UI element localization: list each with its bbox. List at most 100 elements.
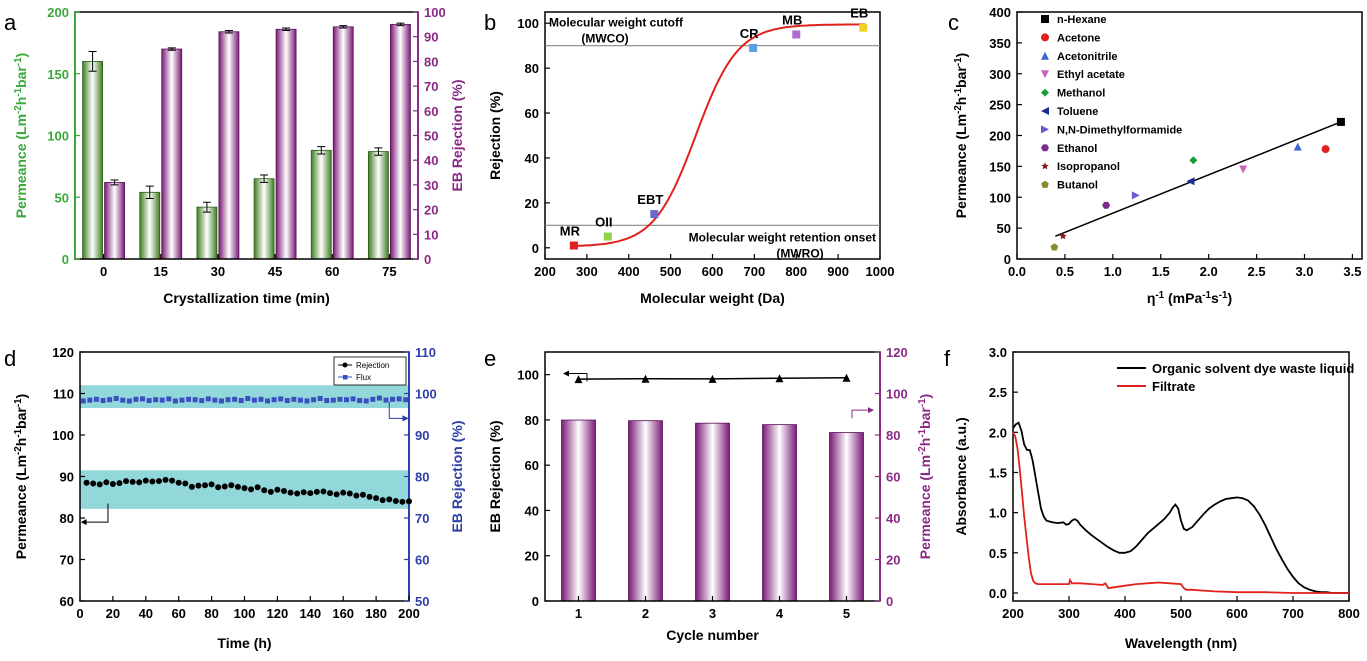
rejection-point — [116, 480, 123, 487]
rejection-point — [406, 498, 412, 505]
solvent-point — [1131, 191, 1140, 200]
mwro-sublabel: (MWRO) — [776, 246, 823, 260]
x-tick-label: 5 — [843, 606, 850, 621]
flux-point — [238, 398, 244, 404]
x-tick-label: 700 — [744, 264, 766, 279]
solvent-point — [1189, 156, 1198, 165]
rejection-bar — [275, 28, 297, 260]
x-axis-title: Crystallization time (min) — [163, 290, 329, 306]
flux-point — [80, 398, 86, 404]
x-tick-label: 0 — [100, 264, 107, 279]
flux-point — [126, 398, 132, 404]
flux-point — [304, 398, 310, 404]
rejection-point — [195, 482, 202, 489]
legend-marker — [1041, 70, 1049, 79]
rejection-point — [103, 479, 110, 486]
rejection-bar — [390, 23, 411, 260]
x-tick-label: 200 — [398, 606, 420, 621]
x-tick-label: 2.0 — [1200, 264, 1218, 279]
panel-letter-e: e — [484, 346, 496, 371]
y2-tick-label: 110 — [415, 345, 436, 360]
rejection-point — [307, 490, 314, 497]
flux-point — [232, 396, 238, 402]
flux-point — [376, 395, 382, 401]
y-axis-title: Absorbance (a.u.) — [953, 417, 969, 535]
rejection-point — [142, 477, 149, 484]
y2-tick-label: 40 — [886, 511, 900, 526]
flux-point — [337, 396, 343, 402]
permeance-error-bar — [317, 146, 326, 155]
y2-tick-label: 120 — [886, 345, 908, 360]
y2-tick-label: 90 — [415, 428, 429, 443]
flux-point — [403, 397, 409, 403]
y-tick-label: 400 — [989, 5, 1011, 20]
rejection-point — [83, 479, 90, 486]
y-tick-label: 100 — [52, 428, 74, 443]
sigmoid-fit-curve — [572, 23, 866, 247]
panel-letter-f: f — [944, 346, 951, 371]
flux-point — [153, 397, 159, 403]
y2-tick-label: 100 — [415, 387, 437, 402]
rejection-point — [234, 483, 241, 490]
rejection-point — [162, 476, 169, 483]
dye-label: MB — [782, 12, 802, 27]
permeance-error-bar — [145, 185, 154, 199]
flux-point — [100, 398, 106, 404]
mwro-label: Molecular weight retention onset — [689, 230, 876, 244]
panel-letter-a: a — [4, 10, 17, 35]
y-tick-label: 110 — [53, 387, 74, 402]
y-tick-label: 0.0 — [989, 586, 1007, 601]
rejection-point — [641, 374, 650, 383]
rejection-bar — [218, 31, 240, 260]
flux-point — [330, 397, 336, 403]
x-tick-label: 2 — [642, 606, 649, 621]
permeance-axis-arrow — [851, 409, 870, 419]
x-axis-title: Cycle number — [666, 627, 759, 643]
rejection-point — [129, 478, 136, 485]
linear-fit-line — [1055, 121, 1342, 237]
rejection-point — [169, 477, 176, 484]
y2-tick-label: 10 — [424, 227, 438, 242]
x-tick-label: 45 — [268, 264, 282, 279]
permeance-bar — [368, 151, 389, 260]
legend-label: Acetone — [1057, 32, 1100, 44]
y2-tick-label: 60 — [415, 553, 429, 568]
rejection-point — [254, 484, 261, 491]
solvent-point — [1321, 145, 1330, 154]
mwco-label: Molecular weight cutoff — [549, 16, 684, 30]
y-tick-label: 150 — [47, 67, 69, 82]
x-tick-label: 0.0 — [1008, 264, 1026, 279]
y-tick-label: 0.5 — [989, 546, 1007, 561]
y2-tick-label: 70 — [424, 79, 438, 94]
y2-tick-label: 60 — [424, 104, 438, 119]
rejection-error-bar — [282, 27, 291, 32]
rejection-axis-arrow — [83, 503, 109, 523]
flux-point — [166, 396, 172, 402]
legend-marker — [1041, 107, 1049, 115]
flux-point — [370, 396, 376, 402]
rejection-point — [90, 480, 97, 487]
x-tick-label: 1 — [575, 606, 582, 621]
y-tick-label: 40 — [525, 151, 539, 166]
rejection-point — [182, 480, 189, 487]
flux-point — [199, 398, 205, 404]
y2-tick-label: 50 — [415, 594, 429, 609]
y-tick-label: 50 — [55, 190, 69, 205]
rejection-point — [202, 482, 209, 489]
y-tick-label: 100 — [517, 16, 539, 31]
permeance-bar — [695, 422, 730, 602]
rejection-point — [300, 489, 307, 496]
x-tick-label: 0.5 — [1056, 264, 1074, 279]
rejection-error-bar — [396, 22, 405, 27]
x-tick-label: 800 — [785, 264, 807, 279]
y2-tick-label: 50 — [424, 129, 438, 144]
rejection-point — [155, 478, 162, 485]
flux-point — [265, 398, 271, 404]
x-tick-label: 500 — [1170, 606, 1192, 621]
flux-point — [383, 397, 389, 403]
legend-marker — [1041, 33, 1049, 42]
permeance-bar — [829, 432, 864, 602]
y-tick-label: 0 — [532, 241, 539, 256]
y-tick-label: 350 — [989, 36, 1011, 51]
legend-label: Ethanol — [1057, 143, 1097, 155]
